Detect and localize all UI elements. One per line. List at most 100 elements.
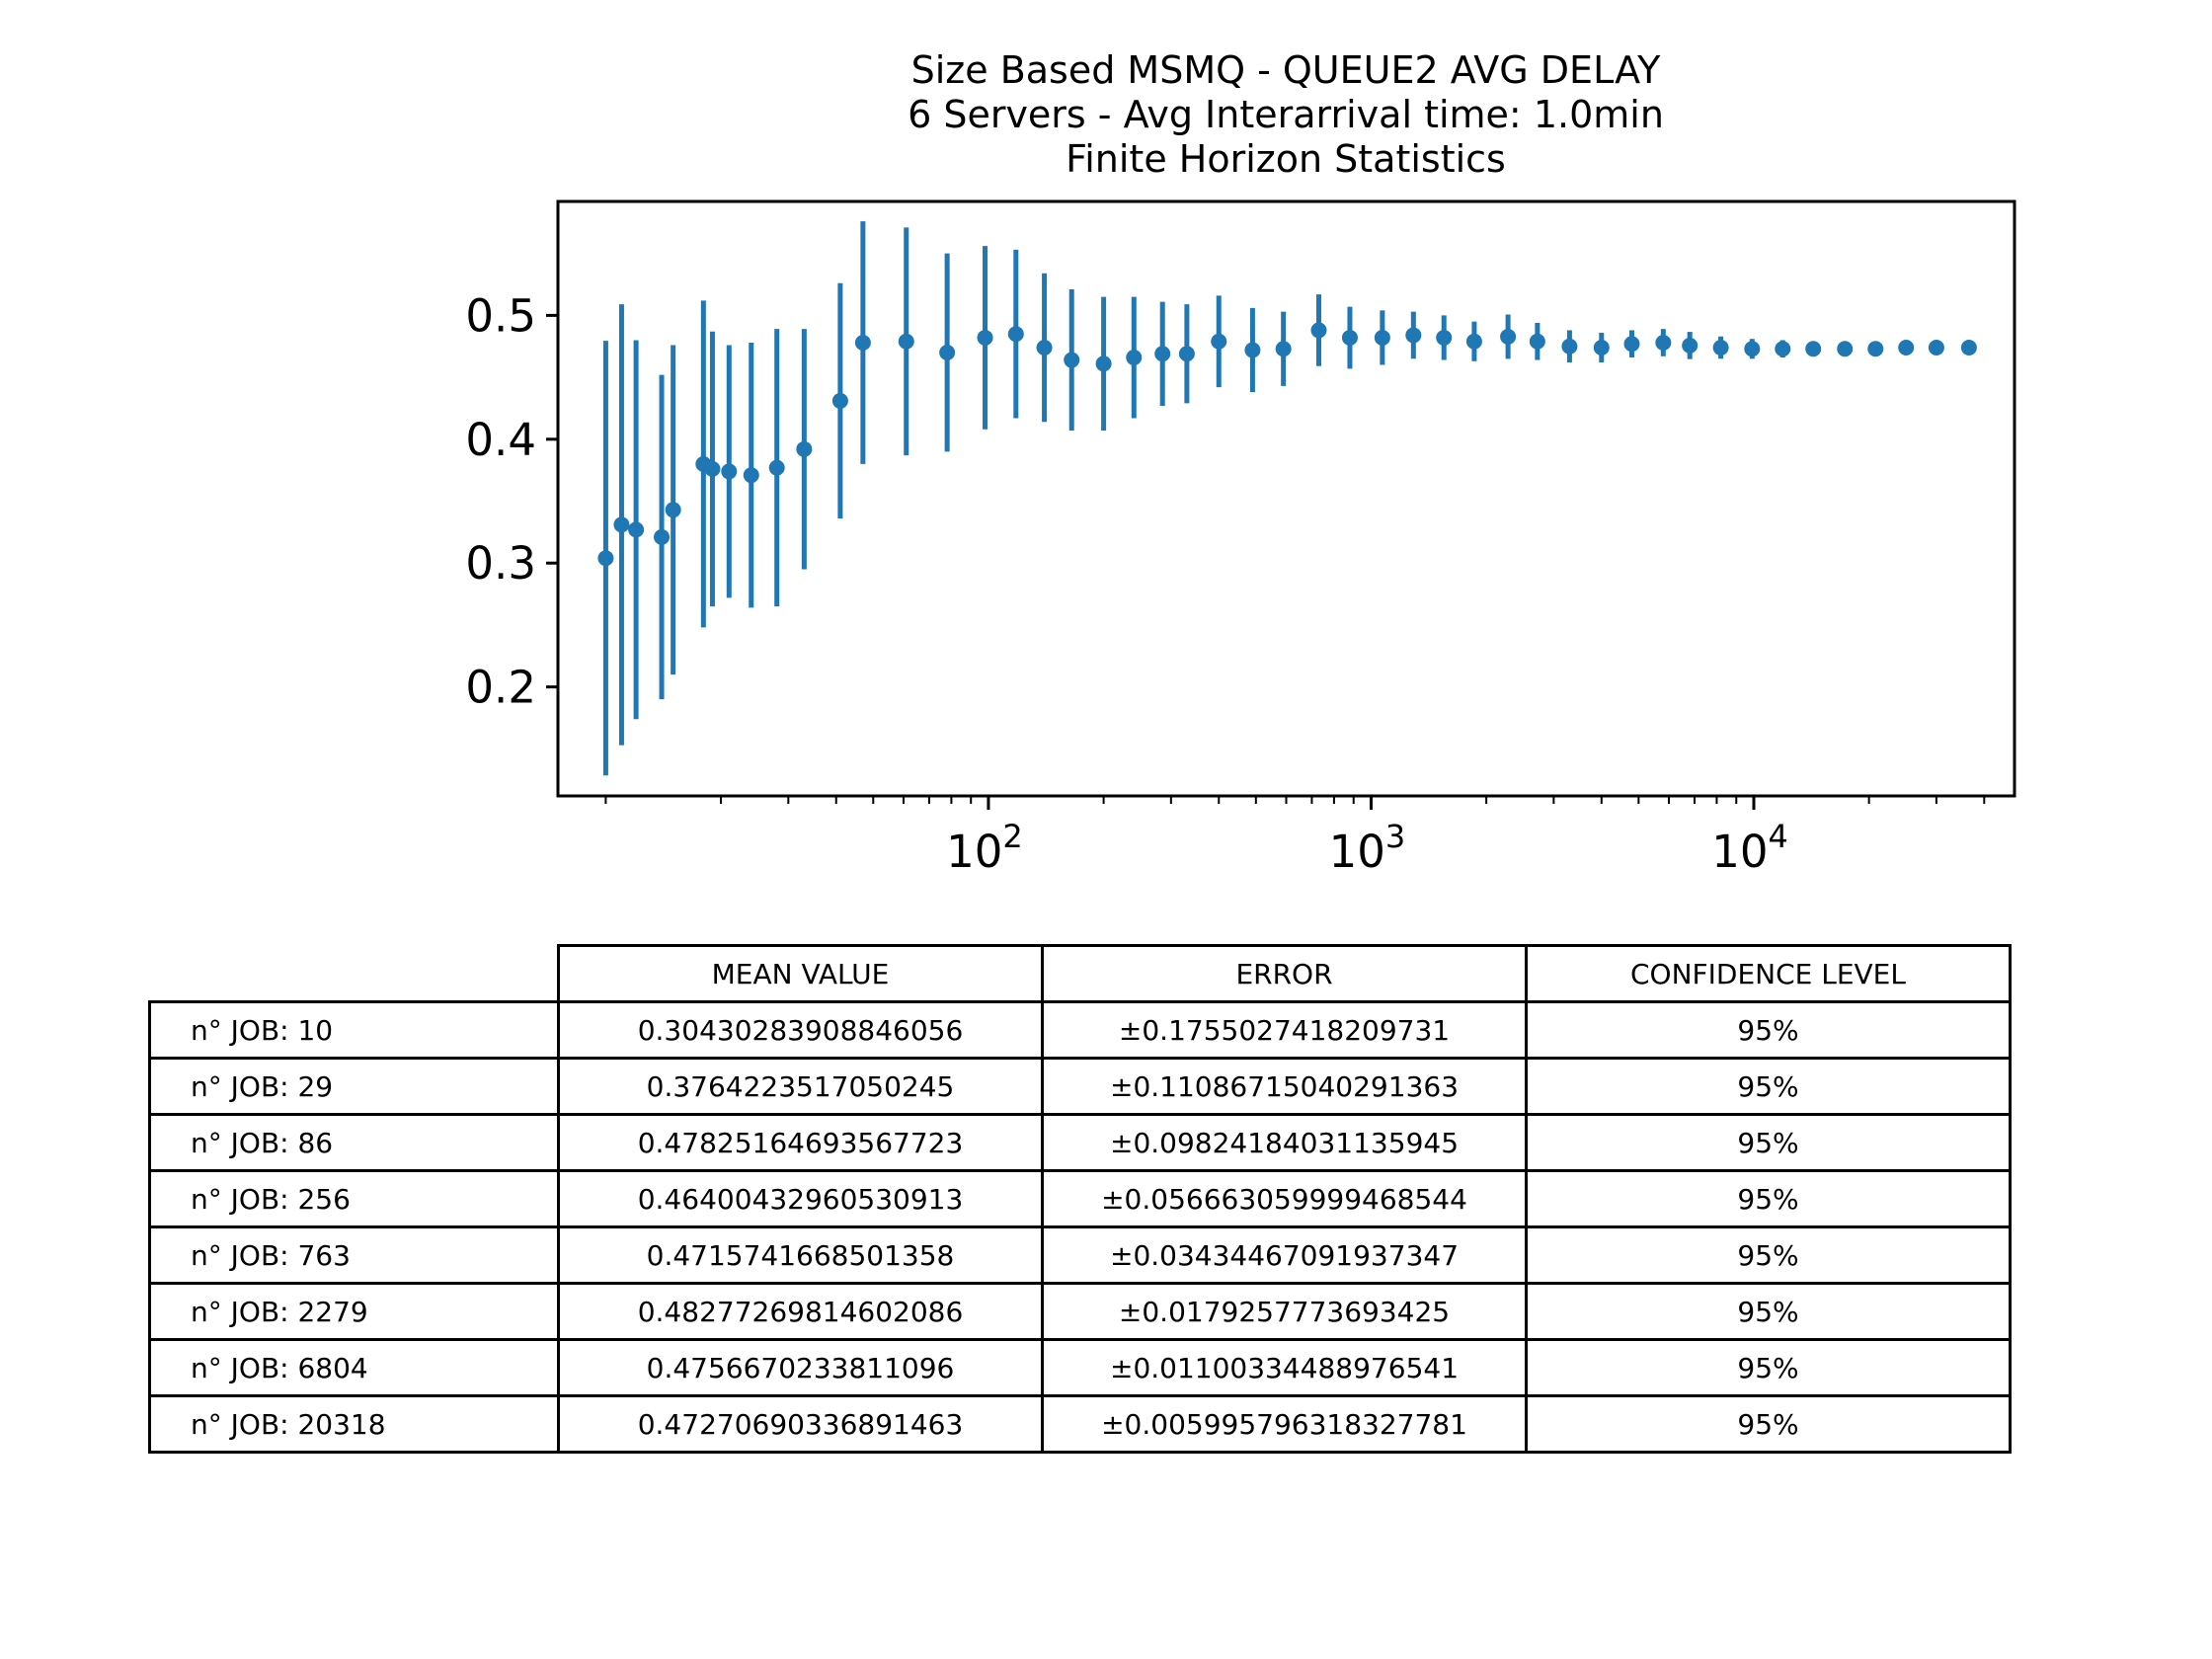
data-point [1036, 339, 1053, 356]
confidence-cell: 95% [1525, 1394, 2012, 1454]
data-point [1211, 333, 1227, 350]
chart-title-line-3: Finite Horizon Statistics [1066, 137, 1506, 181]
data-point [796, 440, 813, 457]
table-row: n° JOB: 763 0.4715741668501358 ±0.034344… [148, 1225, 2012, 1285]
statistics-table: MEAN VALUE ERROR CONFIDENCE LEVEL n° JOB… [148, 944, 2012, 1454]
table-row: n° JOB: 2279 0.48277269814602086 ±0.0179… [148, 1282, 2012, 1341]
data-point [1805, 341, 1822, 357]
confidence-cell: 95% [1525, 1113, 2012, 1172]
y-tick-label: 0.3 [465, 537, 536, 590]
data-point [1095, 356, 1112, 372]
data-point [1154, 346, 1171, 362]
data-point [628, 521, 645, 538]
data-point [1623, 336, 1640, 353]
y-tick-label: 0.5 [465, 289, 536, 342]
data-point [1775, 341, 1791, 357]
x-tick-label: 103 [1329, 818, 1406, 878]
chart-title: Size Based MSMQ - QUEUE2 AVG DELAY 6 Ser… [908, 48, 1664, 181]
y-tick-label: 0.2 [465, 662, 536, 714]
row-label: n° JOB: 256 [148, 1169, 560, 1228]
chart-title-line-1: Size Based MSMQ - QUEUE2 AVG DELAY [911, 48, 1662, 92]
data-point [768, 459, 785, 476]
data-point [1500, 328, 1517, 345]
errorbar-chart: Size Based MSMQ - QUEUE2 AVG DELAY 6 Ser… [465, 48, 2016, 878]
x-tick-label: 104 [1711, 818, 1788, 878]
data-point [939, 345, 956, 361]
data-point [1064, 352, 1080, 368]
mean-value-cell: 0.46400432960530913 [557, 1169, 1044, 1228]
error-cell: ±0.0179257773693425 [1041, 1282, 1528, 1341]
chart-title-line-2: 6 Servers - Avg Interarrival time: 1.0mi… [908, 93, 1664, 136]
error-cell: ±0.056663059999468544 [1041, 1169, 1528, 1228]
data-point [1960, 339, 1977, 356]
row-label: n° JOB: 763 [148, 1225, 560, 1285]
table-header-row: MEAN VALUE ERROR CONFIDENCE LEVEL [150, 944, 2012, 1003]
error-cell: ±0.005995796318327781 [1041, 1394, 1528, 1454]
data-point [1655, 334, 1672, 351]
mean-value-cell: 0.47270690336891463 [557, 1394, 1044, 1454]
column-header-confidence: CONFIDENCE LEVEL [1525, 944, 2012, 1003]
mean-value-cell: 0.48277269814602086 [557, 1282, 1044, 1341]
data-point [831, 392, 848, 409]
error-cell: ±0.09824184031135945 [1041, 1113, 1528, 1172]
data-point [1867, 341, 1884, 357]
x-tick-label: 102 [946, 818, 1023, 878]
data-point [613, 516, 630, 533]
error-cell: ±0.03434467091937347 [1041, 1225, 1528, 1285]
mean-value-cell: 0.4756670233811096 [557, 1338, 1044, 1397]
data-point [1898, 339, 1915, 356]
data-point [1244, 342, 1261, 358]
data-point [743, 467, 759, 484]
data-point [704, 460, 721, 477]
error-cell: ±0.01100334488976541 [1041, 1338, 1528, 1397]
data-point [1744, 341, 1761, 357]
y-tick-label: 0.4 [465, 414, 536, 466]
mean-value-cell: 0.4715741668501358 [557, 1225, 1044, 1285]
data-point [1436, 329, 1453, 346]
data-point [1374, 329, 1390, 346]
table-row: n° JOB: 86 0.47825164693567723 ±0.098241… [148, 1113, 2012, 1172]
data-point [1465, 333, 1482, 350]
data-point [977, 329, 993, 346]
data-point [1341, 329, 1358, 346]
data-point [654, 528, 671, 545]
mean-value-cell: 0.3764223517050245 [557, 1057, 1044, 1116]
column-header-error: ERROR [1041, 944, 1528, 1003]
mean-value-cell: 0.30430283908846056 [557, 1000, 1044, 1060]
row-label: n° JOB: 10 [148, 1000, 560, 1060]
data-point [1126, 350, 1143, 366]
mean-value-cell: 0.47825164693567723 [557, 1113, 1044, 1172]
table-row: n° JOB: 10 0.30430283908846056 ±0.175502… [148, 1000, 2012, 1060]
data-point [854, 334, 871, 351]
data-point [1178, 346, 1195, 362]
row-label: n° JOB: 86 [148, 1113, 560, 1172]
row-label: n° JOB: 29 [148, 1057, 560, 1116]
data-point [1837, 341, 1854, 357]
data-point [898, 333, 914, 350]
data-point [1529, 333, 1545, 350]
confidence-cell: 95% [1525, 1338, 2012, 1397]
confidence-cell: 95% [1525, 1000, 2012, 1060]
data-point [1310, 322, 1327, 339]
data-point [721, 463, 738, 480]
confidence-cell: 95% [1525, 1057, 2012, 1116]
table-row: n° JOB: 6804 0.4756670233811096 ±0.01100… [148, 1338, 2012, 1397]
confidence-cell: 95% [1525, 1169, 2012, 1228]
axes: 0.2 0.3 0.4 0.5 102 103 104 [465, 199, 2016, 878]
confidence-cell: 95% [1525, 1225, 2012, 1285]
table-corner-cell [150, 946, 559, 1002]
row-label: n° JOB: 20318 [148, 1394, 560, 1454]
data-point [665, 502, 681, 518]
data-point [597, 550, 614, 567]
data-point [1928, 339, 1944, 356]
error-cell: ±0.11086715040291363 [1041, 1057, 1528, 1116]
plot-area [597, 221, 1977, 776]
data-point [1712, 339, 1729, 356]
data-point [1275, 341, 1292, 357]
row-label: n° JOB: 2279 [148, 1282, 560, 1341]
data-point [1007, 326, 1024, 343]
row-label: n° JOB: 6804 [148, 1338, 560, 1397]
data-point [1682, 337, 1698, 354]
error-cell: ±0.1755027418209731 [1041, 1000, 1528, 1060]
